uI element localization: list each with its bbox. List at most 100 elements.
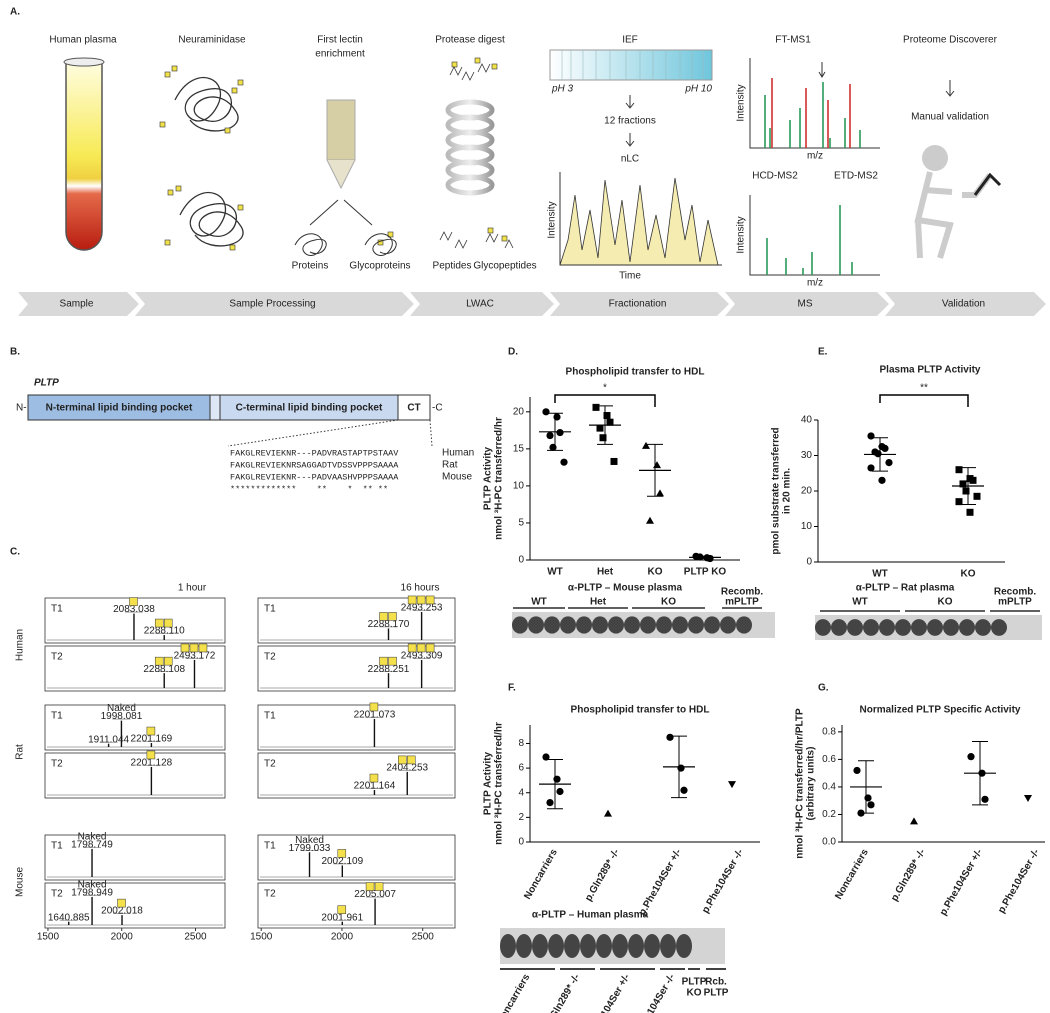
stage-label: Sample xyxy=(60,299,94,310)
blot-band xyxy=(580,934,596,958)
data-point xyxy=(1024,794,1032,802)
data-point xyxy=(910,817,918,825)
sequence: FAKGLREVIEKNR---PADVAASHVPPPSAAAA xyxy=(230,472,399,482)
axis-label: Intensity xyxy=(736,216,747,253)
y-tick-label: 0 xyxy=(518,837,524,848)
x-tick-label: WT xyxy=(872,569,888,580)
data-point xyxy=(966,508,974,516)
x-tick-label: p.Phe104Ser -/- xyxy=(700,847,746,915)
glycan-square xyxy=(163,618,173,628)
glycan-square xyxy=(425,643,435,653)
y-axis-label: nmol ³H-PC transferred/hr/PLTP xyxy=(795,708,806,859)
stage-arrow xyxy=(18,292,139,316)
blot-band xyxy=(943,619,959,636)
data-point xyxy=(653,461,661,469)
data-point xyxy=(666,733,674,741)
y-axis-label: in 20 min. xyxy=(782,468,793,514)
y-axis-label: nmol ³H-PC transferred/hr xyxy=(494,417,505,540)
significance-label: ** xyxy=(920,383,928,394)
peak-label: 1798.949 xyxy=(71,888,113,899)
data-point xyxy=(874,450,882,458)
lane-label: PLTP xyxy=(704,988,729,999)
blot-band xyxy=(895,619,911,636)
blot-band xyxy=(608,616,624,634)
data-point xyxy=(592,403,600,411)
y-tick-label: 10 xyxy=(513,481,525,492)
data-point xyxy=(546,798,554,807)
y-tick-label: 20 xyxy=(801,486,813,497)
domain-label: CT xyxy=(407,403,420,414)
data-point xyxy=(542,753,550,761)
lane-label: KO xyxy=(938,597,953,608)
peak-tag: Naked xyxy=(78,880,107,891)
x-tick-label: 2000 xyxy=(111,932,134,943)
significance-bracket xyxy=(879,394,969,407)
x-tick-label: WT xyxy=(547,567,563,578)
glycan-square xyxy=(189,643,199,653)
glycan-square xyxy=(369,773,379,783)
peak-label: 2205.007 xyxy=(354,889,396,900)
lane-label: KO xyxy=(661,597,676,608)
data-point xyxy=(959,480,967,488)
glycan-square xyxy=(198,643,208,653)
output-label: Peptides xyxy=(433,261,472,272)
step-title: Neuraminidase xyxy=(178,35,246,46)
data-point xyxy=(596,424,604,432)
data-point xyxy=(969,476,977,484)
peak-label: 2201.164 xyxy=(354,781,396,792)
blot-band xyxy=(544,616,560,634)
blot-band xyxy=(596,934,612,958)
blot-band xyxy=(624,616,640,634)
axis-label: Intensity xyxy=(547,201,558,238)
y-tick-label: 0 xyxy=(518,555,524,566)
data-point xyxy=(885,459,893,467)
step-title: enrichment xyxy=(315,49,365,60)
x-tick-label: 2500 xyxy=(184,932,207,943)
peak-tag: Naked xyxy=(78,832,107,843)
trace-label: T2 xyxy=(51,889,63,900)
trace-label: T2 xyxy=(264,759,276,770)
data-point xyxy=(867,801,875,809)
peak-label: 1998.081 xyxy=(101,711,143,722)
peak-label: 2002.018 xyxy=(101,906,143,917)
glycan-square xyxy=(154,618,164,628)
significance-bracket xyxy=(554,394,656,407)
axis-label: Intensity xyxy=(736,84,747,121)
spectrum-frame xyxy=(257,834,456,881)
y-tick-label: 2 xyxy=(518,812,524,823)
lane-label: p.Phe104Ser -/- xyxy=(632,972,678,1013)
y-tick-label: 0 xyxy=(806,557,812,568)
terminus: -C xyxy=(432,403,443,414)
data-point xyxy=(603,412,611,420)
peak-label: 2083.038 xyxy=(113,604,155,615)
peak-label: 2201.128 xyxy=(131,758,173,769)
lane-label: Rcb. xyxy=(705,977,727,988)
lane-label: mPLTP xyxy=(998,597,1032,608)
blot-title: α-PLTP – Human plasma xyxy=(532,910,649,921)
y-tick-label: 0.2 xyxy=(822,809,836,820)
lane-label: p.Phe104Ser +/- xyxy=(585,972,632,1013)
protein-name: PLTP xyxy=(34,378,59,389)
data-point xyxy=(642,441,650,449)
y-tick-label: 0.0 xyxy=(822,837,836,848)
domain-label: N-terminal lipid binding pocket xyxy=(46,403,193,414)
glycan-square xyxy=(425,595,435,605)
y-tick-label: 15 xyxy=(513,444,525,455)
stage-label: Fractionation xyxy=(609,299,667,310)
peak-label: 1798.749 xyxy=(71,840,113,851)
ms2-label: ETD-MS2 xyxy=(834,171,878,182)
peak-label: 2002.109 xyxy=(321,856,363,867)
error-bar xyxy=(697,555,713,560)
time-label: 16 hours xyxy=(401,583,440,594)
blot-title: α-PLTP – Mouse plasma xyxy=(568,583,683,594)
trace-label: T2 xyxy=(51,652,63,663)
stage-arrow xyxy=(410,292,554,316)
step-note: nLC xyxy=(621,154,639,165)
trace-label: T2 xyxy=(264,652,276,663)
lane-label: KO xyxy=(687,988,702,999)
trace-label: T1 xyxy=(264,604,276,615)
glycan-square xyxy=(337,849,347,858)
blot-band xyxy=(720,616,736,634)
stage-arrow xyxy=(885,292,1046,316)
peak-label: 2201.073 xyxy=(354,710,396,721)
